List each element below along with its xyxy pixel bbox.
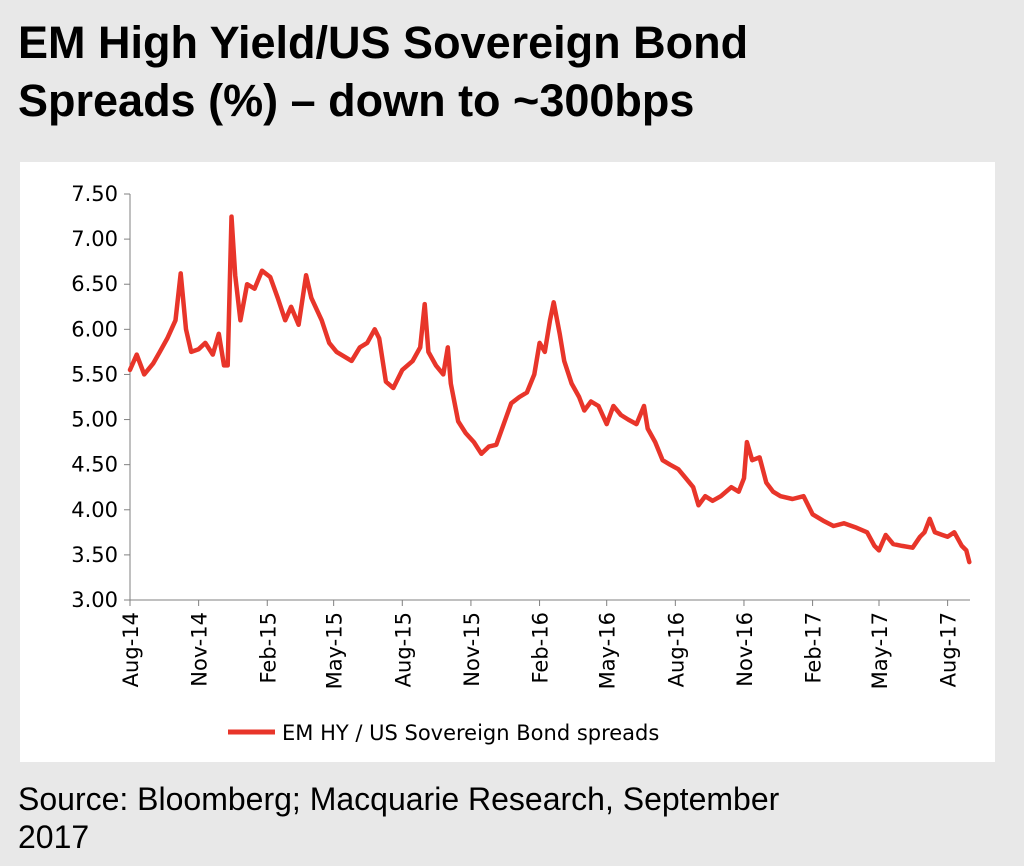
x-tick-label: Nov-14 (188, 612, 212, 687)
y-tick-label: 6.00 (71, 317, 118, 341)
x-tick-label: Aug-15 (391, 612, 415, 687)
y-axis: 7.50 7.00 6.50 6.00 5.50 5.00 4.50 4.00 3.50 3.00 (71, 182, 131, 612)
y-tick-label: 7.50 (71, 182, 118, 206)
x-tick-label: May-15 (323, 612, 347, 689)
x-tick-label: May-16 (596, 612, 620, 689)
x-tick-label: Aug-17 (937, 612, 961, 687)
line-chart: 7.50 7.00 6.50 6.00 5.50 5.00 4.50 4.00 3.50 3.00… (71, 182, 972, 745)
y-tick-label: 4.50 (71, 453, 118, 477)
y-tick-label: 3.50 (71, 543, 118, 567)
y-tick-label: 5.00 (71, 408, 118, 432)
x-tick-label: May-17 (868, 612, 892, 689)
legend-label: EM HY / US Sovereign Bond spreads (282, 721, 659, 745)
y-tick-label: 7.00 (71, 227, 118, 251)
x-tick-label: Nov-16 (733, 612, 757, 687)
x-tick-label: Aug-14 (119, 612, 143, 687)
x-axis: Aug-14 Nov-14 Feb-15 May-15 Aug-15 Nov-15 Feb-… (119, 599, 970, 689)
x-tick-label: Nov-15 (460, 612, 484, 687)
legend: EM HY / US Sovereign Bond spreads (228, 721, 659, 745)
x-tick-label: Feb-15 (256, 612, 280, 683)
y-tick-label: 6.50 (71, 272, 118, 296)
x-tick-label: Aug-16 (664, 612, 688, 687)
title-line-2: Spreads (%) – down to ~300bps (18, 75, 695, 126)
series-layer (127, 214, 972, 565)
series-line-0 (127, 214, 972, 565)
y-tick-label: 4.00 (71, 498, 118, 522)
chart-panel: 7.50 7.00 6.50 6.00 5.50 5.00 4.50 4.00 3.50 3.00… (20, 162, 995, 762)
x-tick-label: Feb-17 (802, 612, 826, 683)
x-tick-label: Feb-16 (529, 612, 553, 683)
title-line-1: EM High Yield/US Sovereign Bond (18, 17, 749, 68)
y-tick-label: 5.50 (71, 362, 118, 386)
chart-title: EM High Yield/US Sovereign Bond Spreads … (18, 14, 1008, 130)
y-tick-label: 3.00 (71, 588, 118, 612)
source-note: Source: Bloomberg; Macquarie Research, S… (18, 780, 1008, 856)
source-line-1: Source: Bloomberg; Macquarie Research, S… (18, 781, 780, 817)
source-line-2: 2017 (18, 819, 90, 855)
